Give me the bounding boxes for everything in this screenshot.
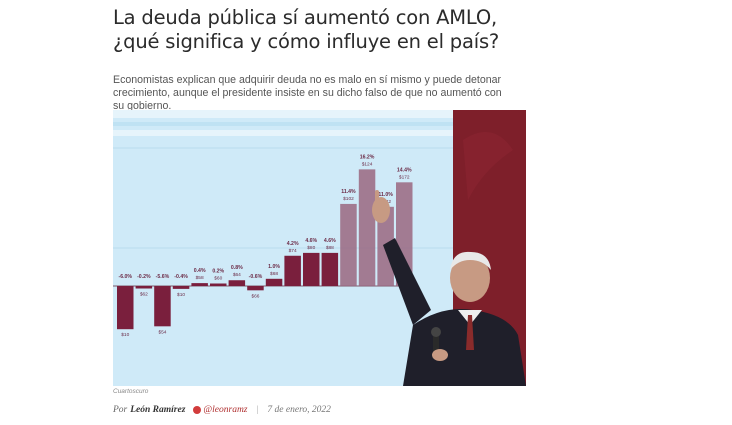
- chart-pct-label: 14.4%: [397, 167, 412, 173]
- screen-stripe: [113, 130, 453, 136]
- chart-value-label: $74: [289, 248, 297, 254]
- author-handle[interactable]: @leonramz: [203, 405, 248, 415]
- photo-caption: Cuartoscuro: [113, 388, 149, 395]
- screen-stripe: [113, 122, 453, 126]
- chart-value-label: $66: [251, 293, 259, 299]
- chart-labels: -6.0% $10 -0.2% $62 -5.6% $54 -0.4% $10 0.4%$58 0…: [118, 154, 412, 338]
- chart-bar: [154, 286, 171, 327]
- article-photo: -6.0% $10 -0.2% $62 -5.6% $54 -0.4% $10 0.4% $58 0…: [113, 110, 526, 386]
- chart-bar: [172, 286, 190, 289]
- chart-bar: [284, 255, 301, 286]
- chart-pct-label: -5.6%: [156, 274, 170, 280]
- chart-pct-label: 11.0%: [378, 192, 393, 198]
- chart-value-label: $88: [326, 245, 334, 251]
- backdrop-pattern: [463, 132, 513, 200]
- chart-value-label: $10: [177, 292, 185, 298]
- byline: Por León Ramírez @leonramz | 7 de enero,…: [113, 405, 331, 415]
- chart-value-label: $10: [121, 332, 129, 338]
- chart-pct-label: 4.6%: [305, 238, 317, 244]
- chart-pct-label: 4.6%: [324, 238, 336, 244]
- publish-date: 7 de enero, 2022: [267, 405, 331, 415]
- chart-pct-label: 0.2%: [212, 269, 224, 275]
- chart-value-label: $68: [270, 271, 278, 277]
- chart-value-label: $60: [214, 276, 222, 282]
- chart-bar: [117, 286, 134, 330]
- screen-stripe: [113, 110, 453, 118]
- chart-pct-label: -0.4%: [174, 274, 188, 280]
- chart-bar: [340, 203, 357, 286]
- byline-separator: |: [256, 405, 259, 415]
- chart-bar: [191, 283, 208, 286]
- chart-bar: [247, 286, 264, 291]
- article-summary: Economistas explican que adquirir deuda …: [113, 74, 502, 112]
- chart-pct-label: 1.0%: [268, 264, 280, 270]
- chart-bar: [303, 252, 320, 286]
- chart-bar: [358, 169, 376, 286]
- chart-value-label: $62: [140, 292, 148, 298]
- speaker-figure: [372, 190, 526, 386]
- chart-pct-label: 4.2%: [287, 241, 299, 247]
- headline: La deuda pública sí aumentó con AMLO, ¿q…: [113, 6, 500, 53]
- chart-bar: [321, 252, 339, 286]
- chart-pct-label: 0.8%: [231, 265, 243, 271]
- chart-pct-label: -6.0%: [118, 274, 132, 280]
- article-header: La deuda pública sí aumentó con AMLO, ¿q…: [113, 0, 533, 113]
- chart-value-label: $172: [399, 174, 410, 180]
- chart-pct-label: -0.2%: [137, 274, 151, 280]
- chart-value-label: $124: [362, 161, 373, 167]
- byline-prefix: Por: [113, 405, 128, 415]
- chart-bar: [228, 280, 246, 286]
- chart-value-label: $54: [158, 329, 166, 335]
- chart-value-label: $64: [233, 272, 241, 278]
- chart-value-label: $80: [307, 245, 315, 251]
- chart-bar: [265, 278, 283, 286]
- chart-pct-label: 16.2%: [360, 154, 375, 160]
- author-name[interactable]: León Ramírez: [130, 405, 186, 415]
- chart-bar: [210, 283, 227, 286]
- chart-pct-label: 11.4%: [341, 189, 356, 195]
- chart-value-label: $102: [343, 196, 354, 202]
- chart-pct-label: -0.6%: [249, 274, 263, 280]
- chart-pct-label: 0.4%: [194, 268, 206, 274]
- chart-bar: [135, 286, 153, 289]
- twitter-icon: [193, 406, 202, 414]
- photo-illustration: -6.0% $10 -0.2% $62 -5.6% $54 -0.4% $10 0.4%$58 0…: [113, 110, 526, 386]
- chart-value-label: $58: [196, 275, 204, 281]
